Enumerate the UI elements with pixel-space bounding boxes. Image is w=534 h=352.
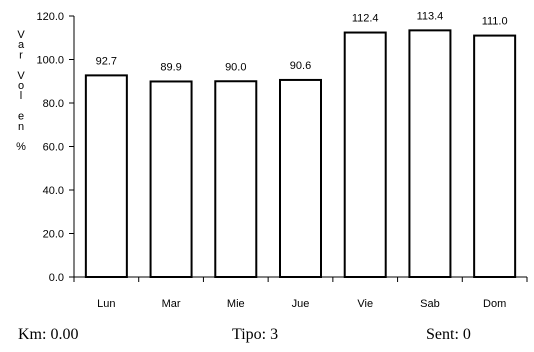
bar — [84, 74, 128, 278]
y-tick-label: 0.0 — [49, 272, 64, 284]
bar — [408, 29, 452, 279]
sent-readout: Sent: 0 — [426, 326, 471, 343]
bar-value-label: 113.4 — [417, 10, 444, 22]
bar — [149, 80, 193, 278]
y-axis-label-char: a — [18, 39, 25, 51]
x-tick-label: Lun — [97, 298, 115, 310]
x-tick-label: Vie — [357, 298, 373, 310]
y-axis: 0.0 20.0 40.0 60.0 80.0 100.0 120.0 — [36, 11, 75, 284]
bar — [473, 34, 517, 279]
y-axis-label-char: n — [18, 121, 24, 133]
y-tick-label: 60.0 — [43, 142, 64, 154]
x-tick-label: Sab — [420, 298, 440, 310]
bar-value-label: 112.4 — [352, 13, 379, 25]
y-axis-label-char: l — [20, 90, 22, 102]
bars: 92.7 89.9 90.0 90.6 112.4 113.4 111.0 — [84, 10, 517, 279]
bar-value-label: 90.6 — [290, 60, 311, 72]
bar-value-label: 89.9 — [160, 61, 181, 73]
y-tick-label: 120.0 — [36, 11, 64, 23]
y-tick-label: 100.0 — [36, 55, 64, 67]
y-tick-label: 20.0 — [43, 229, 64, 241]
y-tick-label: 40.0 — [43, 185, 64, 197]
bar-value-label: 111.0 — [482, 16, 508, 28]
y-axis-label-char: e — [18, 111, 24, 123]
bar-value-label: 90.0 — [225, 61, 246, 73]
bar-value-label: 92.7 — [96, 55, 117, 67]
km-readout: Km: 0.00 — [18, 326, 79, 343]
y-axis-label-char: V — [17, 70, 25, 82]
bar — [279, 78, 322, 278]
y-tick-label: 80.0 — [43, 98, 64, 110]
x-tick-label: Mar — [162, 298, 181, 310]
x-tick-label: Mie — [227, 298, 245, 310]
tipo-readout: Tipo: 3 — [232, 326, 279, 343]
x-tick-label: Jue — [292, 298, 310, 310]
bar — [343, 31, 387, 278]
x-tick-label: Dom — [483, 298, 506, 310]
x-axis: Lun Mar Mie Jue Vie Sab Dom — [73, 276, 528, 310]
y-axis-label-char: % — [16, 141, 26, 153]
y-axis-label-char: o — [18, 80, 24, 92]
bar — [214, 80, 258, 278]
y-axis-label-char: V — [17, 29, 25, 41]
y-axis-label-char: r — [19, 49, 23, 61]
